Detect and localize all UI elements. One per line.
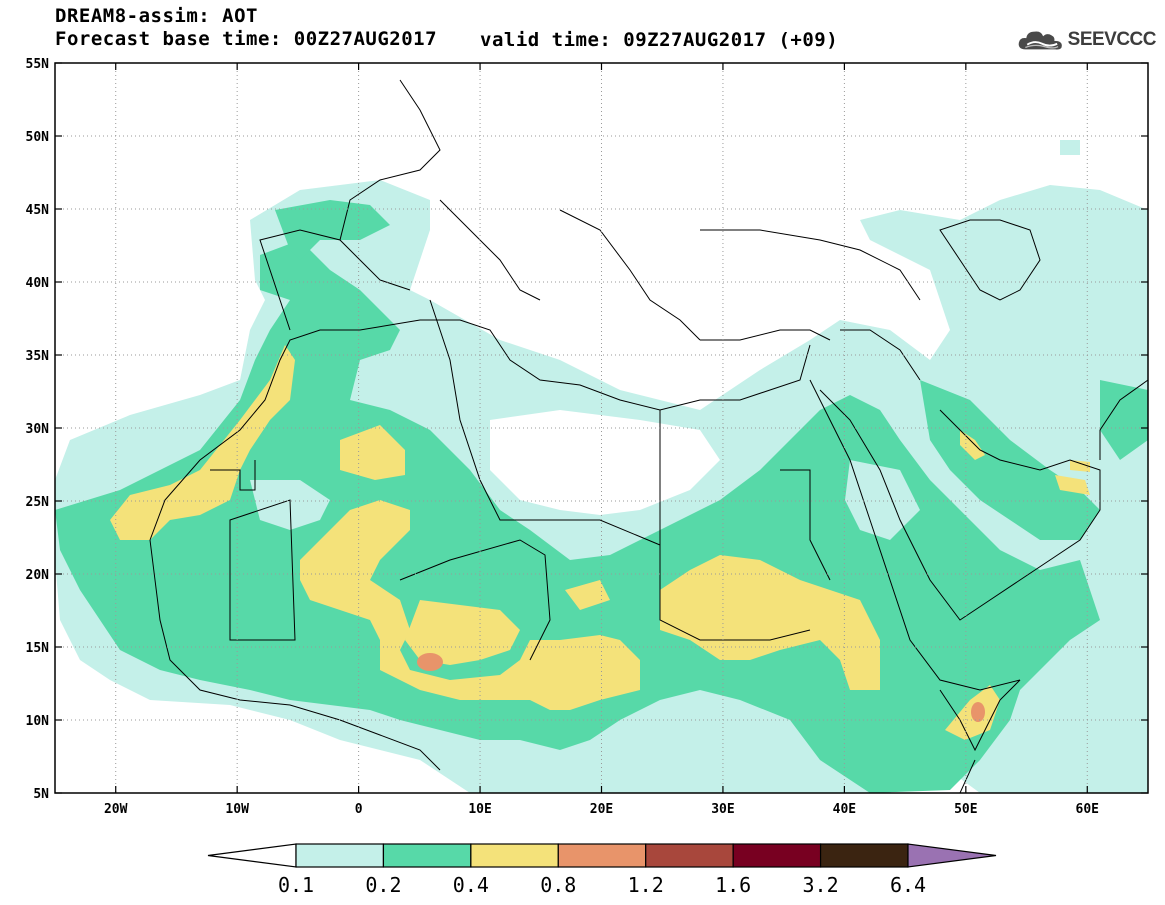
aot-low-arabia (845, 460, 920, 540)
lat-label: 5N (33, 787, 49, 802)
lon-label: 40E (833, 802, 856, 817)
lon-label: 30E (711, 802, 734, 817)
colorbar-segment (645, 843, 734, 868)
aot-band-0.4-algeria (340, 425, 405, 480)
aot-band-0.2-iran (1100, 380, 1148, 460)
lon-label: 0 (355, 802, 363, 817)
colorbar-segment (557, 843, 647, 868)
lat-label: 35N (26, 349, 50, 364)
lon-label: 20W (104, 802, 128, 817)
colorbar-level-label: 0.4 (453, 873, 489, 897)
colorbar-labels: 0.1 0.2 0.4 0.8 1.2 1.6 3.2 6.4 (278, 873, 926, 897)
lat-label: 30N (26, 422, 50, 437)
colorbar-level-label: 1.6 (715, 873, 751, 897)
lat-label: 55N (26, 57, 50, 72)
lat-label: 10N (26, 714, 50, 729)
aot-low-libya (490, 410, 720, 515)
cloud-icon (1018, 31, 1062, 50)
aot-band-0.2-europe (275, 200, 390, 260)
latitude-labels: 55N 50N 45N 40N 35N 30N 25N 20N 15N 10N 5N (26, 57, 50, 802)
colorbar-segment (382, 843, 472, 868)
aot-band-0.4-iran (1070, 460, 1090, 472)
colorbar-segment (907, 843, 997, 868)
lon-label: 20E (590, 802, 613, 817)
colorbar-segment (732, 843, 822, 868)
valid-time: valid time: 09Z27AUG2017 (+09) (480, 29, 839, 51)
aot-band-0.4-gulf (960, 430, 985, 460)
forecast-base-time: Forecast base time: 00Z27AUG2017 (55, 28, 438, 50)
aot-band-0.8-niger (417, 653, 443, 671)
aot-fields (55, 140, 1148, 793)
aot-band-0.4-mali (300, 500, 640, 710)
lat-label: 45N (26, 203, 50, 218)
lon-label: 60E (1076, 802, 1099, 817)
lat-label: 40N (26, 276, 50, 291)
lon-label: 10E (468, 802, 491, 817)
colorbar-segment (470, 843, 559, 868)
lat-label: 50N (26, 130, 50, 145)
colorbar-level-label: 0.8 (540, 873, 576, 897)
colorbar-segment (207, 843, 297, 868)
colorbar-level-label: 0.2 (365, 873, 401, 897)
axis-ticks (55, 62, 1148, 794)
colorbar-level-label: 6.4 (890, 873, 926, 897)
colorbar-segment (819, 843, 909, 868)
aot-band-0.8-somalia (971, 702, 985, 722)
lat-label: 20N (26, 568, 50, 583)
aot-band-0.4-oman (1055, 475, 1090, 495)
colorbar-segment (295, 843, 385, 868)
logo-text: SEEVCCC (1067, 29, 1157, 50)
aot-band-0.4-morocco (110, 345, 295, 540)
aot-band-0.4-chad (405, 600, 520, 665)
colorbar (207, 843, 997, 868)
colorbar-level-label: 1.2 (628, 873, 664, 897)
lat-label: 15N (26, 641, 50, 656)
lon-label: 50E (954, 802, 977, 817)
longitude-labels: 20W 10W 0 10E 20E 30E 40E 50E 60E (104, 802, 1099, 817)
aot-band-0.4-sudan (660, 555, 880, 690)
aot-band-0.4-ctr (565, 580, 610, 610)
graticule (55, 63, 1148, 793)
seevccc-logo: SEEVCCC (1016, 25, 1157, 55)
colorbar-level-label: 3.2 (803, 873, 839, 897)
lon-label: 10W (225, 802, 249, 817)
aot-band-0.1-asia (1060, 140, 1080, 155)
map-title: DREAM8-assim: AOT (55, 5, 258, 27)
aot-band-0.2-arabia (920, 380, 1100, 540)
coastlines (149, 79, 1148, 793)
lat-label: 25N (26, 495, 50, 510)
colorbar-level-label: 0.1 (278, 873, 314, 897)
